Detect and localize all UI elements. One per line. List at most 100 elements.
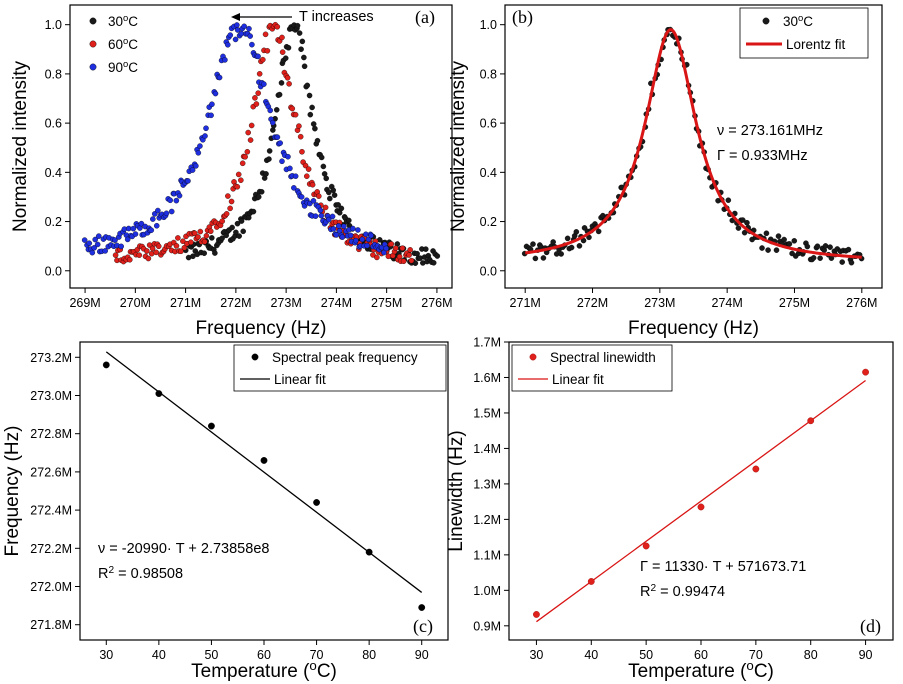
y-tick-label: 0.0 — [45, 264, 62, 278]
data-point-30oC — [773, 247, 780, 253]
data-point-30oC — [814, 243, 821, 250]
data-point-30oC — [250, 208, 257, 215]
data-point-90oC — [89, 249, 96, 256]
data-point-90oC — [325, 216, 332, 223]
y-tick-label: 272.4M — [30, 504, 72, 518]
data-point-90oC — [330, 226, 337, 232]
data-point-60oC — [225, 193, 231, 199]
panel-d: 30 40 50 60 70 80 90 0.9M 1.0M 1.1M 1.2M 1.3M 1.4M 1.… — [446, 336, 894, 683]
data-point-30oC — [255, 194, 262, 200]
data-point-30oC — [299, 38, 306, 45]
y-axis-label: Frequency (Hz) — [2, 426, 23, 557]
data-point-60oC — [191, 230, 198, 237]
data-point-30oC — [765, 247, 771, 253]
data-point-90oC — [132, 231, 139, 237]
x-tick-label: 274M — [712, 296, 743, 310]
data-point-60oC — [255, 90, 261, 96]
x-tick-label: 276M — [846, 296, 877, 310]
data-point-30oC — [346, 217, 352, 224]
x-axis-label: Temperature (oC) — [628, 658, 774, 683]
data-point-60oC — [302, 162, 309, 169]
data-point-60oC — [136, 252, 143, 258]
data-point — [697, 503, 705, 511]
data-point-90oC — [225, 41, 231, 48]
x-tick-label: 70 — [749, 648, 763, 662]
x-tick-label: 50 — [204, 648, 218, 662]
data-point — [260, 457, 268, 464]
data-point-60oC — [112, 252, 119, 258]
y-axis-label: Linewidth (Hz) — [446, 430, 467, 551]
data-point-60oC — [299, 148, 305, 155]
y-tick-label: 271.8M — [30, 618, 72, 632]
data-point-30oC — [568, 244, 575, 251]
plot-frame — [504, 4, 883, 289]
data-point-90oC — [118, 243, 124, 250]
y-tick-label: 1.7M — [473, 336, 501, 350]
data-point-30oC — [741, 229, 748, 236]
data-point-30oC — [330, 187, 337, 194]
data-point-60oC — [207, 228, 214, 235]
data-point-60oC — [188, 239, 194, 246]
data-point-90oC — [209, 101, 215, 108]
data-point-60oC — [178, 248, 184, 255]
y-tick-label: 272.8M — [30, 427, 72, 441]
data-point-30oC — [209, 235, 215, 241]
data-point-90oC — [216, 74, 223, 81]
y-tick-label: 1.0 — [480, 18, 497, 32]
data-point-30oC — [266, 148, 273, 154]
data-point-60oC — [406, 252, 412, 258]
panel-a-points — [81, 22, 441, 266]
x-tick-label: 70 — [310, 648, 324, 662]
data-point-90oC — [277, 140, 283, 146]
legend-marker — [89, 17, 97, 25]
x-tick-label: 90 — [415, 648, 429, 662]
data-point-60oC — [238, 177, 244, 183]
data-point-60oC — [173, 243, 180, 249]
data-point-90oC — [112, 237, 118, 243]
panel-b: 271M 272M 273M 274M 275M 276M 0.0 0.2 0.4 0.6 0.8 1… — [448, 4, 883, 339]
data-point-90oC — [339, 234, 346, 240]
data-point-60oC — [180, 238, 186, 244]
data-point-60oC — [256, 71, 263, 77]
data-point-30oC — [848, 259, 855, 266]
x-tick-label: 276M — [421, 296, 452, 310]
data-point-60oC — [305, 166, 312, 172]
y-tick-label: 1.6M — [473, 371, 501, 385]
y-tick-label: 0.2 — [45, 215, 62, 229]
data-point-90oC — [203, 125, 209, 132]
legend-d: Spectral linewidth Linear fit — [511, 344, 673, 392]
y-tick-label: 0.2 — [480, 215, 497, 229]
data-point-60oC — [149, 245, 156, 252]
x-tick-label: 30 — [529, 648, 543, 662]
data-point-30oC — [775, 233, 782, 239]
data-point — [365, 548, 373, 556]
x-tick-label: 60 — [694, 648, 708, 662]
data-point-90oC — [208, 112, 214, 119]
data-point-60oC — [203, 233, 210, 239]
data-point-60oC — [322, 204, 329, 211]
data-point-90oC — [138, 220, 145, 227]
data-point-60oC — [296, 123, 302, 129]
x-tick-label: 272M — [220, 296, 251, 310]
data-point-90oC — [102, 248, 108, 254]
data-point-90oC — [368, 232, 374, 239]
data-point-60oC — [197, 228, 204, 235]
data-point-30oC — [301, 54, 307, 61]
data-point-90oC — [124, 236, 131, 243]
data-point-90oC — [317, 207, 324, 214]
x-tick-label: 50 — [639, 648, 653, 662]
data-point-30oC — [298, 46, 304, 52]
data-point-90oC — [279, 158, 285, 165]
data-point-60oC — [396, 253, 403, 260]
x-tick-label: 272M — [577, 296, 608, 310]
data-point-90oC — [92, 236, 98, 243]
data-point-30oC — [282, 55, 289, 61]
legend-label: Linear fit — [552, 372, 604, 387]
data-point-90oC — [335, 223, 342, 229]
y-tick-label: 0.0 — [480, 264, 497, 278]
y-tick-label: 272.6M — [30, 465, 72, 479]
data-point-90oC — [193, 163, 199, 169]
data-point-90oC — [241, 23, 247, 30]
data-point-30oC — [564, 235, 571, 242]
y-tick-label: 0.6 — [480, 117, 497, 131]
